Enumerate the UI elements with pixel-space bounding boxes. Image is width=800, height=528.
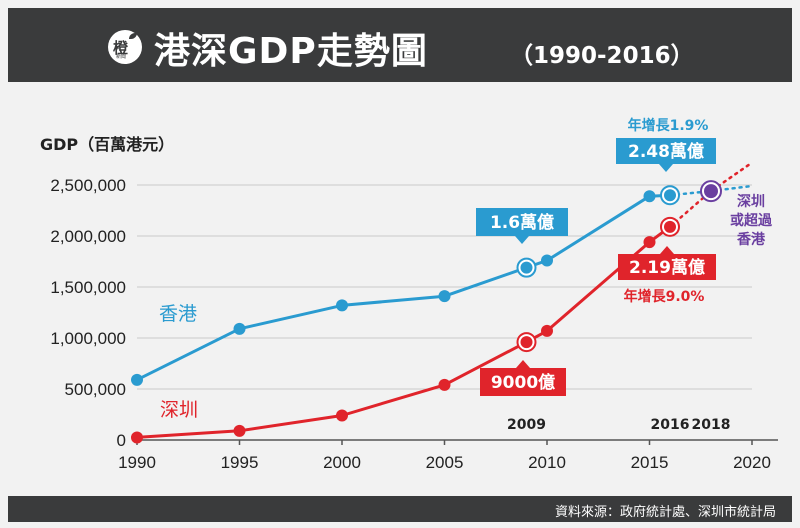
x-tick-label: 1995 xyxy=(221,453,259,472)
data-point xyxy=(664,220,676,233)
data-point xyxy=(131,431,143,444)
y-tick-label: 1,500,000 xyxy=(50,278,126,297)
x-tick-label: 2020 xyxy=(733,453,771,472)
data-point xyxy=(438,378,451,391)
x-tick-label: 2015 xyxy=(631,453,669,472)
y-tick-label: 2,000,000 xyxy=(50,227,126,246)
orange-news-logo: 橙 新聞 xyxy=(108,30,142,64)
leaf-icon xyxy=(129,33,137,39)
data-point xyxy=(336,299,348,312)
callout-box xyxy=(480,368,566,396)
callout-pointer xyxy=(516,360,530,368)
grid xyxy=(137,184,752,390)
callout-label: 1.6萬億 xyxy=(490,212,554,233)
overtake-point xyxy=(704,184,718,199)
chart-title: 港深GDP走勢圖 xyxy=(154,31,428,72)
callout-pointer xyxy=(515,236,529,244)
data-point xyxy=(541,254,553,267)
data-point xyxy=(664,189,676,202)
title-bar: 橙 新聞 港深GDP走勢圖 （1990-2016） xyxy=(8,8,792,82)
y-tick-label: 2,500,000 xyxy=(50,176,126,195)
y-tick-label: 0 xyxy=(117,431,126,450)
year-marker-label: 2016 xyxy=(651,417,690,433)
x-tick-label: 2005 xyxy=(426,453,464,472)
callout-box xyxy=(476,208,568,236)
data-point xyxy=(520,261,533,274)
callout-label: 9000億 xyxy=(491,372,555,393)
callout-label: 2.48萬億 xyxy=(628,141,704,162)
axes: 0 500,000 1,000,000 1,500,000 2,000,000 2,500… xyxy=(50,176,778,472)
x-tick-label: 1990 xyxy=(118,453,156,472)
growth-label-hk: 年增長1.9% xyxy=(628,117,709,134)
overtake-label-line: 或超過 xyxy=(730,212,773,229)
data-point xyxy=(643,236,656,249)
series-label-sz: 深圳 xyxy=(160,399,198,421)
y-tick-label: 1,000,000 xyxy=(50,329,126,348)
logo-sub: 新聞 xyxy=(116,54,127,60)
callout-box xyxy=(618,254,716,280)
year-marker-label: 2009 xyxy=(507,417,546,433)
callout-pointer xyxy=(660,246,674,254)
y-tick-label: 500,000 xyxy=(65,380,126,399)
year-marker-label: 2018 xyxy=(692,417,731,433)
series-line-1 xyxy=(136,225,671,439)
series-label-hk: 香港 xyxy=(159,303,197,325)
data-point xyxy=(233,424,246,437)
data-point xyxy=(520,336,533,349)
chart-title-range: （1990-2016） xyxy=(510,43,694,69)
annotations: 1.6萬億 2.48萬億 9000億 2.19萬億 年增長1.9% 年增長9.0% 深圳或超… xyxy=(476,117,773,396)
callout-label: 2.19萬億 xyxy=(629,257,705,278)
overtake-label-line: 香港 xyxy=(736,231,766,248)
overtake-label-line: 深圳 xyxy=(737,193,765,210)
data-point xyxy=(643,190,656,203)
x-tick-label: 2010 xyxy=(528,453,566,472)
growth-label-sz: 年增長9.0% xyxy=(624,288,705,305)
data-point xyxy=(438,290,451,303)
callout-pointer xyxy=(659,164,673,172)
data-point xyxy=(336,409,348,422)
data-point xyxy=(131,373,143,386)
callout-box xyxy=(616,138,716,164)
y-axis-label: GDP（百萬港元） xyxy=(40,135,174,154)
footer-bar: 資料來源：政府統計處、深圳市統計局 xyxy=(8,496,792,522)
logo-char: 橙 xyxy=(113,39,129,57)
x-tick-label: 2000 xyxy=(323,453,361,472)
data-point xyxy=(541,324,553,337)
source-note: 資料來源：政府統計處、深圳市統計局 xyxy=(554,505,776,520)
series-line-0 xyxy=(136,193,671,382)
data-point xyxy=(233,322,246,335)
